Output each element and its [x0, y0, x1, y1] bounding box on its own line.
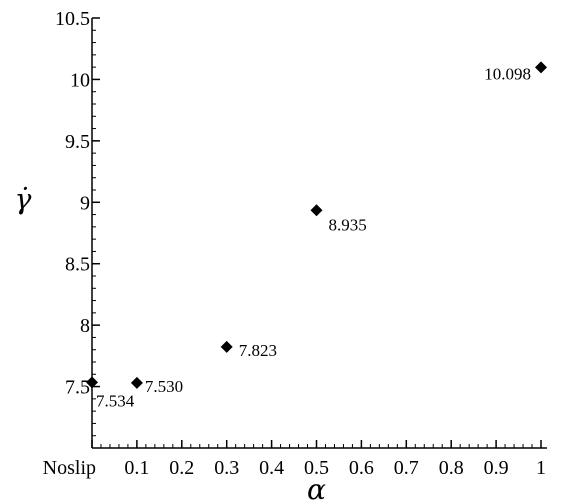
x-tick-label: 0.4	[259, 457, 284, 479]
data-point-label: 7.534	[96, 391, 135, 410]
x-tick-label: 0.5	[304, 457, 329, 479]
x-tick-label: 0.6	[349, 457, 374, 479]
y-tick-label: 8	[80, 315, 90, 337]
y-tick-label: 8.5	[65, 254, 90, 276]
data-point-marker	[86, 376, 98, 389]
x-tick-label: 0.2	[169, 457, 194, 479]
data-point-label: 7.530	[145, 377, 183, 396]
data-point-label: 7.823	[239, 341, 277, 360]
data-point-marker	[310, 204, 323, 217]
x-tick-label: Noslip	[43, 457, 96, 479]
y-tick-label: 7.5	[65, 377, 90, 399]
x-tick-label: 0.9	[484, 457, 509, 479]
x-axis-title: α	[307, 473, 326, 504]
data-points: 7.534 7.530 7.823 8.935 10.098	[86, 61, 547, 410]
x-tick-label: 1	[536, 457, 546, 479]
y-ticks: 7.5 8 8.5 9 9.5 10 10.5	[55, 8, 100, 399]
data-point-marker	[535, 61, 547, 74]
y-tick-label: 9	[80, 192, 90, 214]
data-point-label: 8.935	[329, 215, 367, 234]
y-tick-label: 10.5	[55, 8, 90, 30]
data-point-marker	[130, 376, 143, 389]
data-point-marker	[220, 340, 233, 353]
y-tick-label: 9.5	[65, 131, 90, 153]
axes	[91, 18, 547, 449]
x-ticks: Noslip 0.1 0.2 0.3 0.4 0.5 0.6 0.7 0.8 0.9 1	[43, 440, 546, 479]
x-tick-label: 0.8	[439, 457, 464, 479]
y-axis-title: γ̇	[15, 182, 32, 215]
x-tick-label: 0.7	[394, 457, 419, 479]
data-point-label: 10.098	[484, 64, 531, 83]
y-tick-label: 10	[70, 69, 90, 91]
x-tick-label: 0.3	[214, 457, 239, 479]
x-tick-label: 0.1	[124, 457, 149, 479]
